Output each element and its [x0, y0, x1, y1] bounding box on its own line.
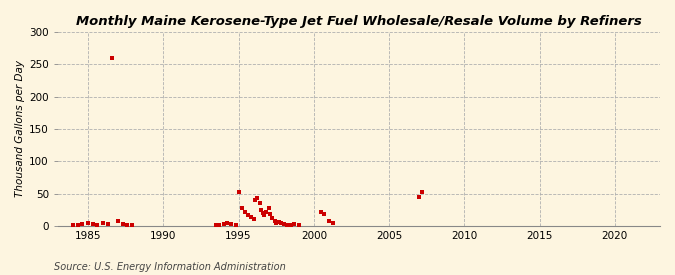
Point	[416, 190, 427, 194]
Point	[87, 222, 98, 226]
Point	[269, 219, 280, 223]
Point	[251, 196, 262, 200]
Point	[281, 222, 292, 227]
Point	[233, 190, 244, 194]
Point	[328, 221, 339, 225]
Point	[221, 221, 232, 226]
Point	[82, 221, 93, 226]
Point	[98, 221, 109, 225]
Point	[77, 222, 88, 226]
Point	[92, 222, 103, 227]
Point	[275, 221, 286, 226]
Point	[414, 195, 425, 199]
Point	[254, 201, 265, 205]
Point	[126, 222, 137, 227]
Point	[230, 222, 241, 227]
Title: Monthly Maine Kerosene-Type Jet Fuel Wholesale/Resale Volume by Refiners: Monthly Maine Kerosene-Type Jet Fuel Who…	[76, 15, 642, 28]
Point	[248, 217, 259, 222]
Point	[274, 220, 285, 224]
Point	[122, 222, 132, 227]
Point	[218, 222, 229, 226]
Point	[250, 198, 261, 202]
Point	[107, 56, 117, 60]
Point	[319, 212, 330, 216]
Point	[289, 222, 300, 226]
Point	[278, 222, 289, 226]
Point	[323, 219, 334, 224]
Point	[263, 206, 274, 210]
Point	[239, 210, 250, 214]
Point	[265, 212, 275, 216]
Point	[68, 222, 78, 227]
Point	[245, 215, 256, 220]
Text: Source: U.S. Energy Information Administration: Source: U.S. Energy Information Administ…	[54, 262, 286, 272]
Point	[236, 206, 247, 210]
Point	[271, 221, 281, 225]
Point	[213, 222, 224, 227]
Point	[257, 211, 268, 215]
Point	[211, 222, 221, 227]
Point	[102, 222, 113, 226]
Point	[113, 219, 124, 224]
Point	[286, 222, 296, 227]
Point	[225, 222, 236, 226]
Y-axis label: Thousand Gallons per Day: Thousand Gallons per Day	[15, 60, 25, 197]
Point	[294, 222, 304, 227]
Point	[261, 210, 271, 214]
Point	[259, 213, 269, 217]
Point	[256, 208, 267, 212]
Point	[266, 216, 277, 220]
Point	[72, 223, 83, 227]
Point	[316, 210, 327, 214]
Point	[242, 213, 253, 217]
Point	[117, 222, 128, 226]
